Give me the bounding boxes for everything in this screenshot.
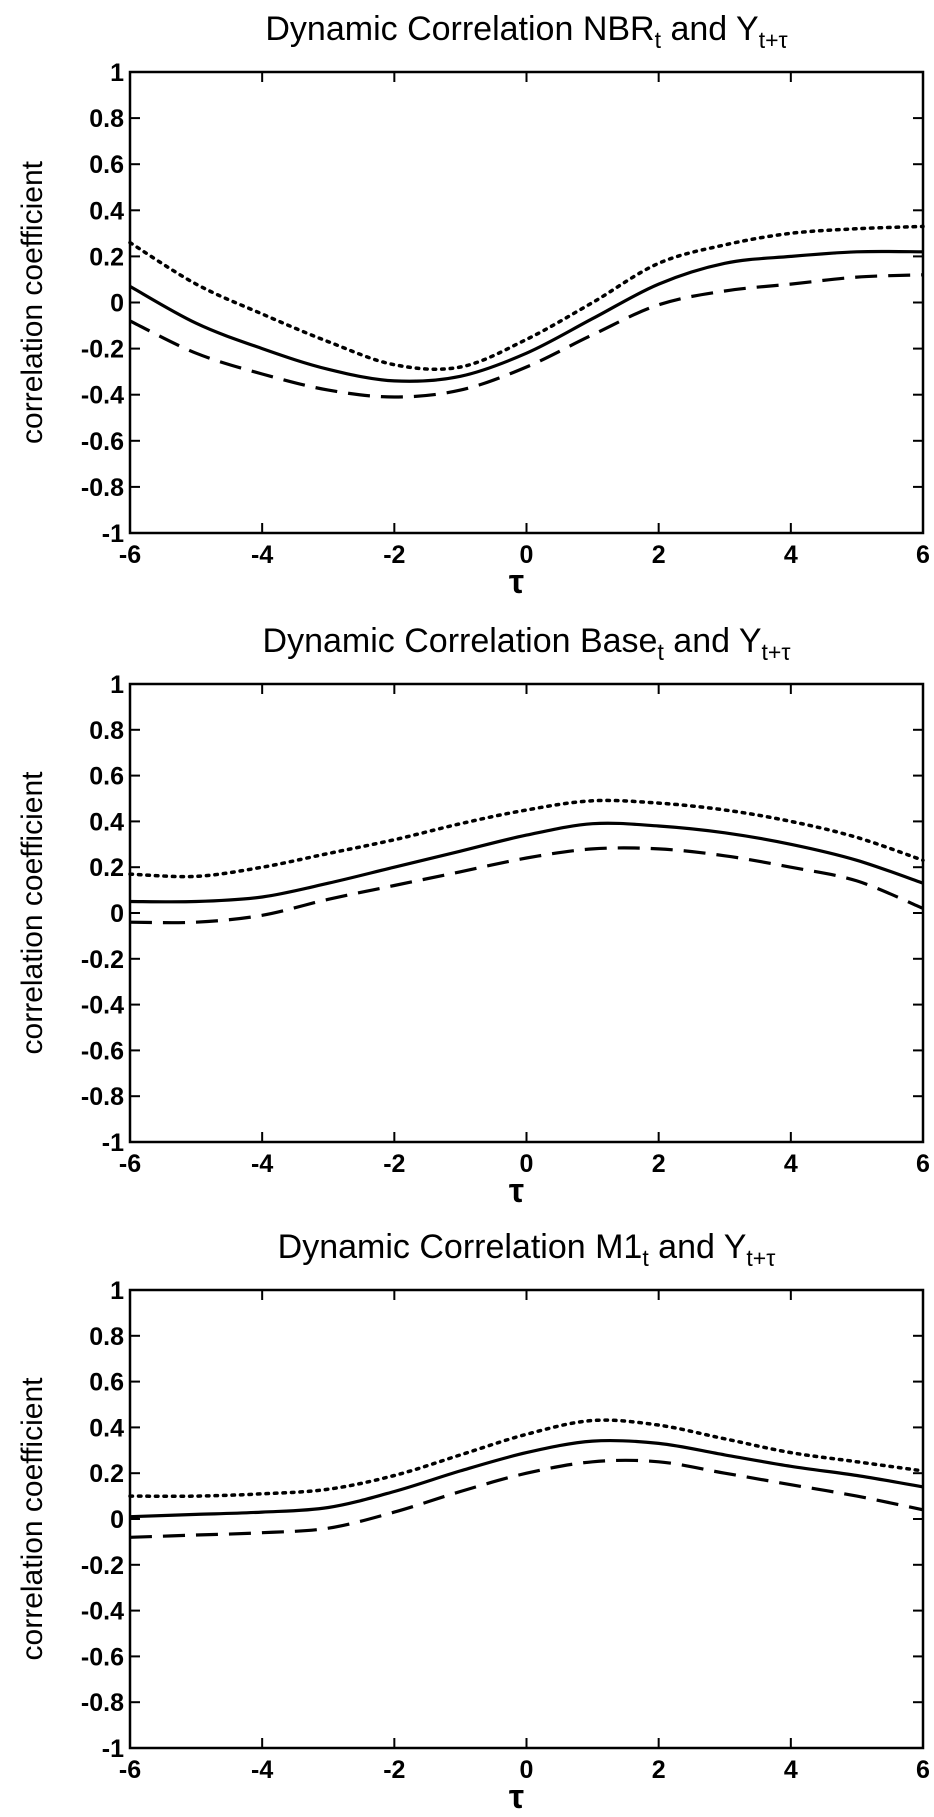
chart-panel-3: Dynamic Correlation M1t and Yt+τ -1 -0.8 -0… [16, 1228, 930, 1816]
series-line-dotted [128, 224, 925, 372]
chart-panel-2: Dynamic Correlation Baset and Yt+τ -1 -0.8… [16, 622, 930, 1210]
x-tick-label: -4 [251, 541, 273, 569]
y-tick-label: 0.4 [89, 808, 124, 836]
y-tick-label: 0 [110, 1506, 124, 1534]
y-tick-label: 1 [110, 671, 124, 699]
x-tick-label: 2 [652, 1150, 666, 1178]
x-tick-label: -2 [383, 541, 405, 569]
x-tick-label: 6 [916, 1756, 930, 1784]
y-tick-label: 0.6 [89, 1369, 124, 1397]
y-tick-label: -0.6 [81, 428, 124, 456]
series-line-dotted [128, 798, 925, 879]
y-tick-label: -0.8 [81, 1689, 124, 1717]
y-tick-label: 0.2 [89, 1460, 124, 1488]
y-tick-label: 0.4 [89, 197, 124, 225]
x-axis-label: τ [509, 1778, 524, 1816]
y-tick-label: -0.4 [81, 992, 124, 1020]
x-tick-label: 2 [652, 541, 666, 569]
x-axis-label: τ [509, 1172, 524, 1210]
x-tick-label: -6 [119, 1756, 141, 1784]
series-line-dashed [129, 1458, 924, 1539]
chart-title: Dynamic Correlation NBRt and Yt+τ [265, 10, 787, 53]
y-tick-label: 0.6 [89, 151, 124, 179]
chart-title: Dynamic Correlation M1t and Yt+τ [278, 1228, 776, 1271]
plot-frame [128, 682, 925, 1144]
y-axis-label: correlation coefficient [16, 771, 49, 1055]
series-line-solid [129, 249, 924, 383]
x-tick-label: -2 [383, 1756, 405, 1784]
y-tick-label: 0.2 [89, 243, 124, 271]
y-tick-label: 1 [110, 1277, 124, 1305]
plot-frame [128, 70, 925, 535]
x-tick-label: 2 [652, 1756, 666, 1784]
y-tick-label: -0.2 [81, 946, 124, 974]
x-tick-label: 0 [520, 1756, 534, 1784]
y-tick-label: 0.6 [89, 763, 124, 791]
y-tick-label: -0.4 [81, 1598, 124, 1626]
y-tick-label: 0.8 [89, 1323, 124, 1351]
x-tick-label: -6 [119, 541, 141, 569]
x-axis-label: τ [509, 563, 524, 601]
y-tick-label: 1 [110, 59, 124, 87]
series-line-dashed [129, 846, 924, 925]
y-tick-label: -1 [102, 520, 124, 548]
chart-panel-1: Dynamic Correlation NBRt and Yt+τ -1 -0.8 -… [16, 10, 930, 601]
x-tick-label: 4 [784, 1150, 798, 1178]
y-tick-label: -1 [102, 1735, 124, 1763]
series-line-solid [129, 1438, 924, 1519]
y-tick-label: -0.6 [81, 1643, 124, 1671]
y-axis-label: correlation coefficient [16, 160, 49, 444]
x-tick-label: 6 [916, 541, 930, 569]
y-tick-label: -1 [102, 1129, 124, 1157]
y-tick-label: 0 [110, 290, 124, 318]
x-tick-label: -4 [251, 1756, 273, 1784]
y-tick-label: -0.8 [81, 474, 124, 502]
y-tick-label: 0.8 [89, 717, 124, 745]
chart-title: Dynamic Correlation Baset and Yt+τ [263, 622, 791, 665]
y-tick-label: 0.4 [89, 1414, 124, 1442]
x-tick-label: -2 [383, 1150, 405, 1178]
y-axis-label: correlation coefficient [16, 1377, 49, 1661]
x-tick-label: -4 [251, 1150, 273, 1178]
series-line-dotted [128, 1418, 925, 1499]
x-tick-label: 0 [520, 541, 534, 569]
series-line-dashed [129, 273, 924, 399]
y-tick-label: 0.8 [89, 105, 124, 133]
x-tick-label: 4 [784, 1756, 798, 1784]
x-tick-label: 6 [916, 1150, 930, 1178]
x-tick-label: -6 [119, 1150, 141, 1178]
y-tick-label: -0.4 [81, 382, 124, 410]
y-tick-label: -0.2 [81, 336, 124, 364]
plot-frame [128, 1288, 925, 1750]
y-tick-label: 0.2 [89, 854, 124, 882]
x-tick-label: 4 [784, 541, 798, 569]
series-line-solid [129, 821, 924, 904]
y-tick-label: -0.8 [81, 1083, 124, 1111]
y-tick-label: 0 [110, 900, 124, 928]
x-tick-label: 0 [520, 1150, 534, 1178]
y-tick-label: -0.2 [81, 1552, 124, 1580]
y-tick-label: -0.6 [81, 1037, 124, 1065]
